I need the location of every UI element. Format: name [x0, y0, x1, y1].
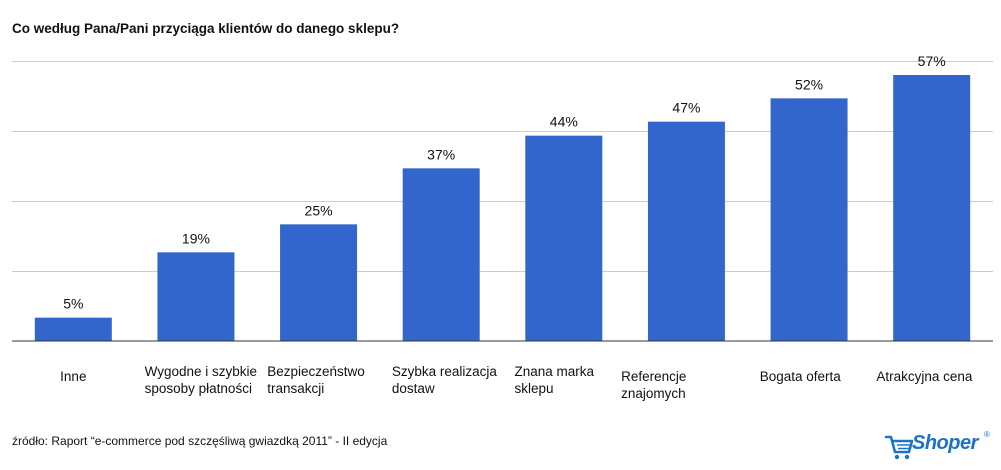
bar-chart: 5% 19% 25% 37% 44% 47% 52% 57%: [12, 53, 993, 342]
logo-registered-mark: ®: [984, 430, 990, 439]
chart-title: Co według Pana/Pani przyciąga klientów d…: [12, 21, 400, 36]
data-label: 19%: [182, 230, 210, 246]
data-label: 52%: [795, 76, 823, 92]
data-label: 5%: [63, 296, 83, 312]
shoper-logo: Shoper ®: [884, 430, 994, 462]
data-label: 47%: [672, 100, 700, 116]
source-note: źródło: Raport “e-commerce pod szczęśliw…: [12, 434, 388, 448]
x-tick-label: Bezpieczeństwo transakcji: [267, 364, 365, 396]
bar: [157, 252, 235, 341]
bar: [402, 168, 480, 341]
bar: [525, 135, 603, 341]
data-label: 57%: [918, 53, 946, 69]
x-tick-label: Znana marka sklepu: [514, 364, 595, 396]
bar: [893, 75, 971, 341]
bars: [34, 75, 971, 342]
x-tick-label: Bogata oferta: [759, 369, 841, 384]
x-tick-label: Inne: [60, 369, 87, 384]
bar: [280, 224, 358, 341]
cart-icon: [884, 435, 914, 460]
x-tick-label: Referencje znajomych: [621, 369, 687, 401]
data-labels: 5% 19% 25% 37% 44% 47% 52% 57%: [63, 53, 946, 312]
x-tick-label: Atrakcyjna cena: [876, 369, 973, 384]
data-label: 44%: [550, 114, 578, 130]
data-label: 25%: [305, 202, 333, 218]
bar: [34, 317, 112, 341]
bar: [770, 98, 848, 341]
x-tick-label: Wygodne i szybkie sposoby płatności: [144, 364, 258, 396]
x-tick-label: Szybka realizacja dostaw: [391, 364, 497, 396]
data-label: 37%: [427, 146, 455, 162]
bar: [647, 121, 725, 342]
logo-text: Shoper: [912, 432, 978, 454]
